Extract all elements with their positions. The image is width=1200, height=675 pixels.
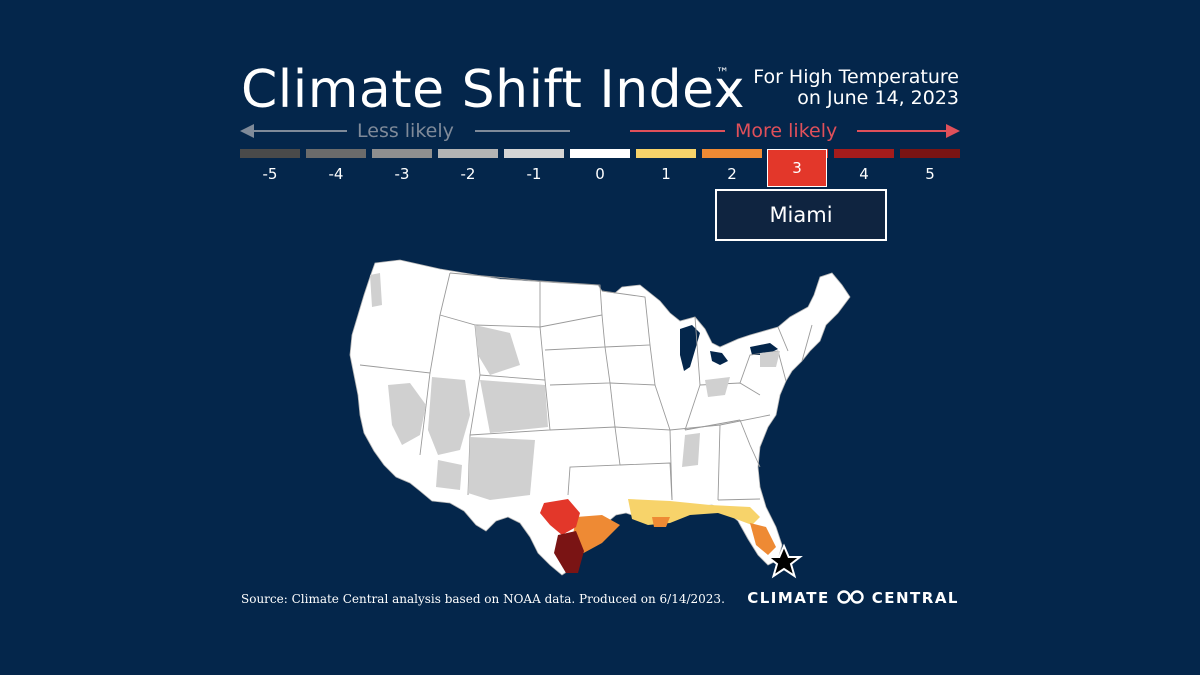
scale-swatch: [504, 149, 564, 158]
us-map: [349, 259, 851, 579]
scale-swatch: [240, 149, 300, 158]
scale-swatch: [702, 149, 762, 158]
scale-tick-label: -2: [460, 165, 476, 183]
us-landmass: [349, 259, 851, 576]
more-likely-indicator: More likely: [630, 120, 960, 142]
scale-tick-label: 5: [925, 165, 935, 183]
great-lakes: [680, 325, 778, 371]
scale-tick-label: -5: [262, 165, 278, 183]
logo-rings-icon: [836, 589, 866, 608]
scale-tick-label: -4: [328, 165, 344, 183]
less-likely-indicator: Less likely: [240, 120, 570, 142]
less-likely-label: Less likely: [357, 120, 454, 142]
climate-central-logo: CLIMATE CENTRAL: [747, 589, 959, 608]
subtitle-line-2: on June 14, 2023: [797, 87, 959, 109]
miami-star-icon: [765, 543, 803, 579]
subtitle: For High Temperature on June 14, 2023: [753, 67, 959, 109]
scale-tick-label: 2: [727, 165, 737, 183]
source-note: Source: Climate Central analysis based o…: [241, 592, 725, 606]
trademark-mark: ™: [716, 66, 729, 81]
scale-tick-label: -3: [394, 165, 410, 183]
left-arrow-icon: [240, 124, 570, 138]
scale-tick-label: 0: [595, 165, 605, 183]
subtitle-line-1: For High Temperature: [753, 66, 959, 88]
elevated-csi-regions: [540, 499, 776, 573]
scale-swatch: [438, 149, 498, 158]
scale-swatch: [570, 149, 630, 158]
selected-level-highlight: 3: [767, 149, 827, 187]
scale-swatch: [306, 149, 366, 158]
logo-text-right: CENTRAL: [871, 589, 959, 607]
state-borders: [359, 272, 813, 501]
scale-tick-label: 4: [859, 165, 869, 183]
page-title: Climate Shift Index: [241, 60, 746, 120]
scale-tick-label: 1: [661, 165, 671, 183]
csi-level-3-region: [540, 499, 580, 535]
city-tooltip: Miami: [715, 189, 887, 241]
csi-level-2-region: [572, 515, 776, 555]
right-arrow-icon: [630, 124, 960, 138]
csi-scale-legend: -5 -4 -3 -2 -1 0 1 2 4 5: [240, 149, 960, 189]
scale-swatch: [900, 149, 960, 158]
scale-swatch: [834, 149, 894, 158]
gray-csi-regions: [370, 273, 780, 500]
scale-swatch: [372, 149, 432, 158]
csi-level-5-region: [554, 531, 584, 573]
logo-text-left: CLIMATE: [747, 589, 830, 607]
more-likely-label: More likely: [735, 120, 838, 142]
scale-swatch: [636, 149, 696, 158]
scale-tick-label: -1: [526, 165, 542, 183]
